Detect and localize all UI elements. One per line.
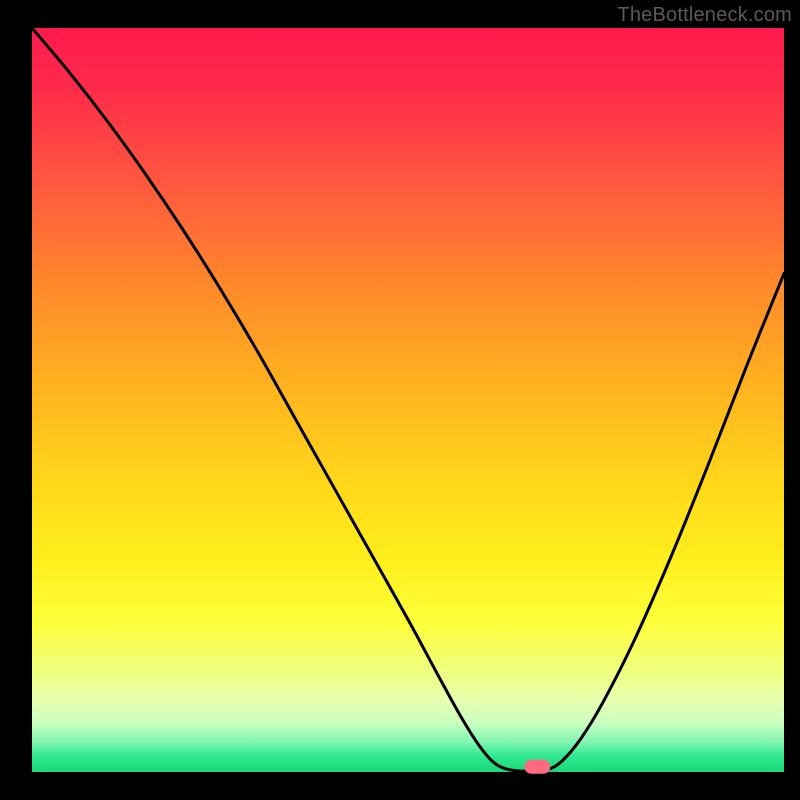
chart-svg xyxy=(0,0,800,800)
optimal-marker xyxy=(524,760,550,774)
plot-background xyxy=(32,28,784,772)
bottleneck-chart: TheBottleneck.com xyxy=(0,0,800,800)
watermark-text: TheBottleneck.com xyxy=(617,4,792,27)
